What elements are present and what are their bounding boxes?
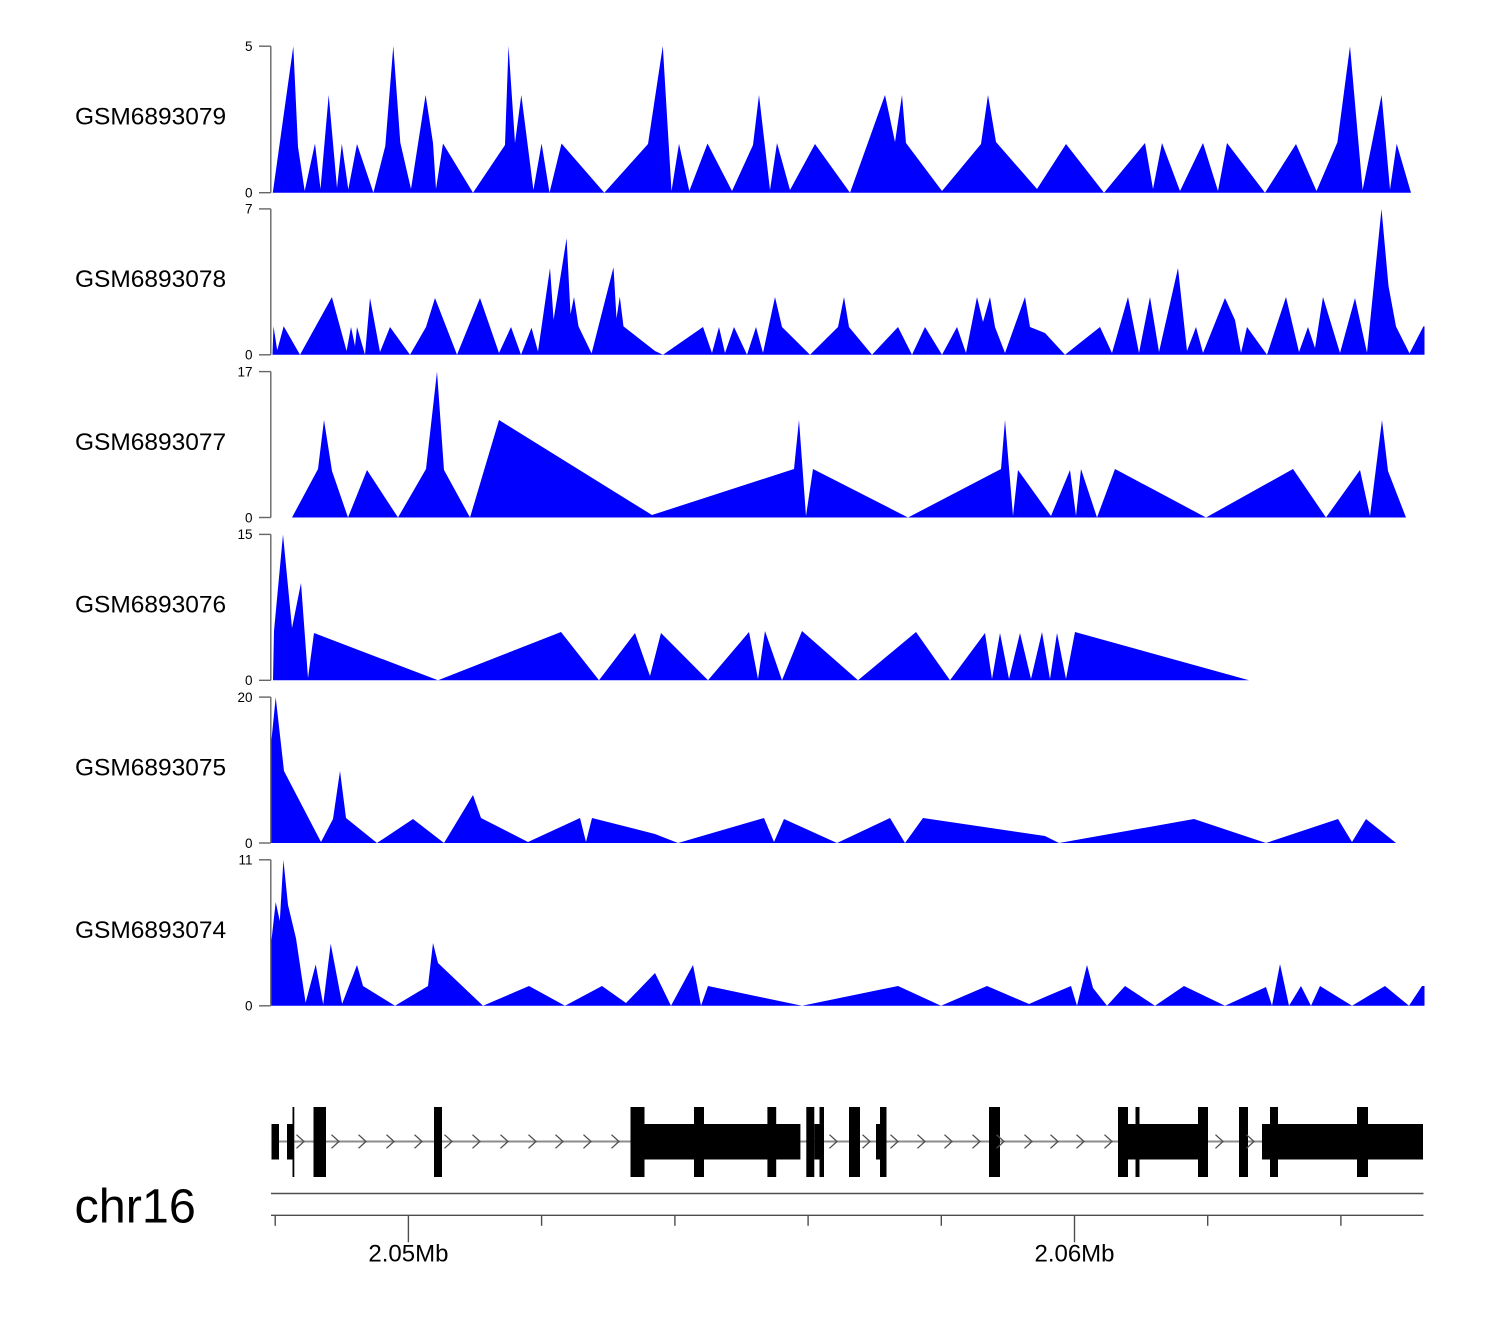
svg-text:7: 7: [245, 202, 253, 217]
svg-text:0: 0: [245, 186, 253, 201]
svg-text:2.05Mb: 2.05Mb: [368, 1241, 448, 1268]
svg-text:0: 0: [245, 510, 253, 525]
svg-text:0: 0: [245, 348, 253, 363]
svg-text:15: 15: [237, 527, 252, 542]
svg-text:2.06Mb: 2.06Mb: [1034, 1241, 1114, 1268]
svg-text:20: 20: [237, 690, 252, 705]
svg-text:0: 0: [245, 673, 253, 688]
svg-text:GSM6893074: GSM6893074: [75, 917, 226, 944]
svg-text:GSM6893079: GSM6893079: [75, 104, 226, 131]
svg-text:chr16: chr16: [75, 1180, 196, 1234]
svg-text:GSM6893076: GSM6893076: [75, 592, 226, 619]
svg-text:11: 11: [238, 853, 252, 868]
svg-text:GSM6893078: GSM6893078: [75, 266, 226, 293]
svg-text:GSM6893075: GSM6893075: [75, 754, 226, 781]
svg-text:0: 0: [245, 999, 253, 1014]
svg-text:0: 0: [245, 836, 253, 851]
svg-text:GSM6893077: GSM6893077: [75, 429, 226, 456]
svg-text:17: 17: [237, 364, 252, 379]
svg-text:5: 5: [245, 39, 253, 54]
